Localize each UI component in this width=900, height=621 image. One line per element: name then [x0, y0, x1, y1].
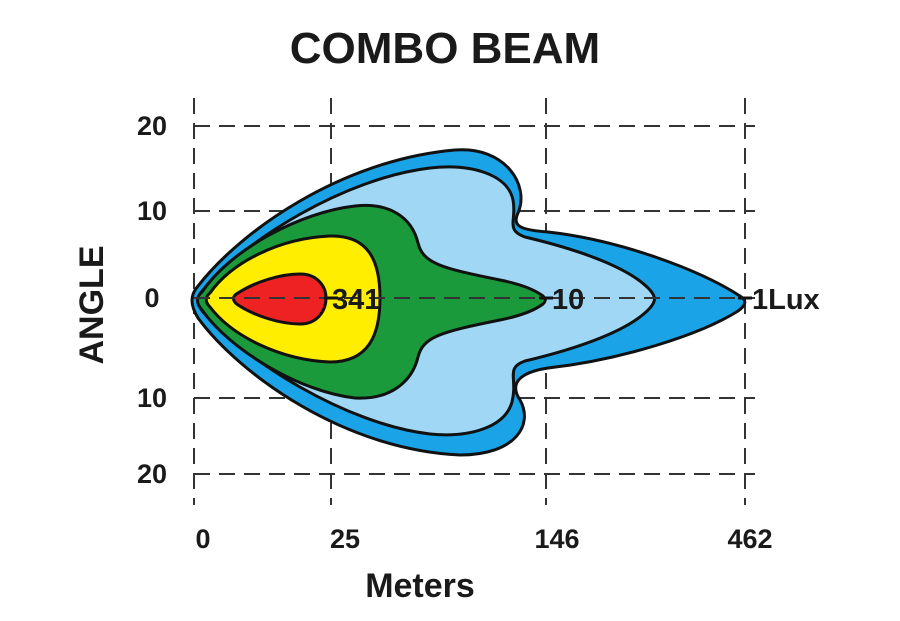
x-axis-label: Meters	[365, 567, 475, 605]
zone-label: 1Lux	[752, 284, 820, 316]
x-tick-label: 462	[727, 524, 772, 554]
x-tick-label: 146	[534, 524, 579, 554]
y-tick-label: 10	[137, 196, 167, 226]
y-tick-label: 20	[137, 111, 167, 141]
ticks: 0 25 146 462 20 10 0 10 20	[137, 111, 773, 554]
y-axis-label: ANGLE	[73, 246, 111, 365]
chart-title: COMBO BEAM	[290, 24, 600, 73]
zone-label: 10	[552, 284, 584, 316]
x-tick-label: 0	[195, 524, 210, 554]
zone-label: 341	[332, 284, 380, 316]
y-tick-label: 20	[137, 459, 167, 489]
beam-zones	[190, 148, 747, 457]
x-tick-label: 25	[330, 524, 360, 554]
y-tick-label: 10	[137, 383, 167, 413]
zone-labels: 1Lux 10 341	[324, 284, 820, 316]
y-tick-label: 0	[144, 283, 159, 313]
